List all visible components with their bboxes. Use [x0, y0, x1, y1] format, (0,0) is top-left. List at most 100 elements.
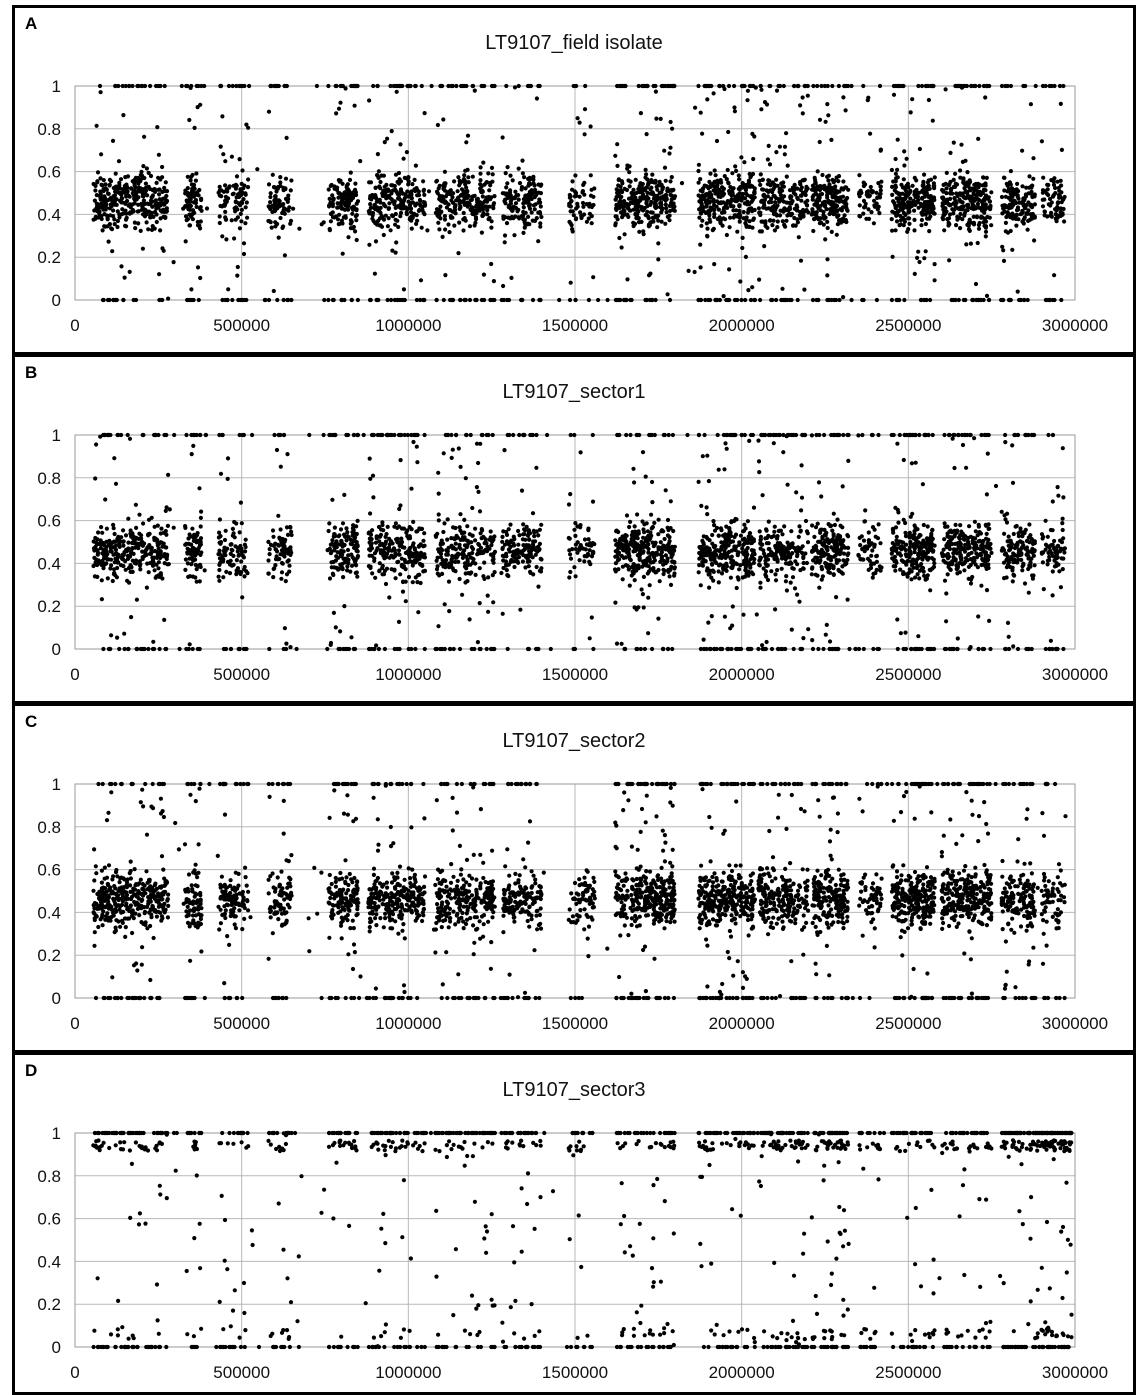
data-point: [376, 175, 381, 180]
data-point: [273, 199, 279, 204]
data-point: [504, 568, 509, 573]
data-point: [399, 564, 404, 569]
data-point: [327, 226, 332, 232]
data-point: [781, 209, 786, 214]
data-point: [141, 198, 146, 203]
data-point: [445, 537, 450, 542]
data-point: [708, 219, 713, 224]
data-point: [223, 159, 228, 164]
data-point: [968, 241, 974, 246]
data-point: [436, 512, 441, 517]
data-point: [532, 218, 538, 223]
data-point: [773, 195, 779, 201]
data-point: [823, 119, 828, 124]
data-point: [197, 579, 202, 584]
data-point: [944, 170, 949, 175]
data-point: [781, 83, 786, 89]
data-point: [392, 524, 397, 529]
data-point: [478, 186, 483, 191]
data-point: [456, 251, 461, 256]
data-point: [974, 297, 979, 303]
data-point: [146, 570, 151, 575]
data-point: [191, 193, 196, 198]
data-point: [626, 196, 632, 201]
data-point: [267, 552, 272, 557]
data-point: [735, 297, 740, 303]
data-point: [697, 215, 702, 220]
data-point: [698, 242, 703, 247]
data-point: [109, 563, 114, 568]
data-point: [458, 512, 463, 517]
data-point: [382, 140, 387, 145]
data-point: [342, 297, 347, 303]
data-point: [395, 297, 400, 303]
data-point: [733, 164, 738, 169]
data-point: [1014, 223, 1019, 228]
data-point: [285, 559, 290, 564]
data-point: [797, 180, 803, 185]
data-point: [331, 572, 336, 578]
data-point: [133, 226, 138, 231]
data-point: [1030, 183, 1035, 188]
data-point: [732, 83, 737, 89]
data-point: [242, 297, 247, 303]
data-point: [225, 476, 230, 481]
data-point: [225, 297, 230, 303]
data-point: [979, 208, 985, 213]
data-point: [932, 278, 937, 283]
data-point: [415, 460, 420, 465]
data-point: [223, 215, 228, 220]
data-point: [932, 175, 937, 180]
data-point: [925, 180, 931, 185]
data-point: [141, 432, 146, 438]
data-point: [836, 213, 841, 218]
data-point: [447, 230, 452, 235]
data-point: [591, 275, 596, 280]
data-point: [653, 200, 658, 205]
data-point: [615, 217, 620, 222]
data-point: [193, 551, 198, 557]
data-point: [371, 495, 376, 500]
data-point: [479, 190, 484, 195]
data-point: [971, 220, 977, 225]
data-point: [193, 557, 198, 562]
data-point: [989, 223, 994, 228]
data-point: [658, 116, 663, 121]
data-point: [285, 297, 290, 303]
data-point: [775, 219, 780, 224]
data-point: [976, 197, 981, 202]
data-point: [575, 116, 580, 121]
data-point: [378, 205, 383, 210]
data-point: [101, 566, 106, 571]
data-point: [101, 646, 106, 652]
data-point: [825, 174, 830, 179]
data-point: [726, 181, 731, 186]
data-point: [277, 201, 282, 206]
data-point: [501, 283, 506, 289]
data-point: [183, 557, 188, 562]
data-point: [1058, 213, 1063, 218]
data-point: [1009, 186, 1015, 191]
data-point: [923, 249, 928, 254]
data-point: [468, 432, 473, 438]
data-point: [668, 145, 673, 150]
data-point: [327, 196, 332, 201]
data-point: [429, 83, 434, 89]
data-point: [811, 83, 816, 89]
data-point: [1062, 194, 1067, 200]
data-point: [811, 228, 816, 234]
data-point: [724, 177, 729, 182]
data-point: [795, 220, 801, 225]
data-point: [804, 203, 810, 208]
data-point: [976, 226, 982, 231]
data-point: [461, 228, 466, 233]
data-point: [439, 561, 444, 566]
data-point: [707, 83, 712, 89]
x-tick-label: 0: [70, 316, 79, 335]
data-point: [481, 272, 486, 277]
data-point: [1015, 193, 1020, 198]
data-point: [243, 192, 248, 197]
data-point: [869, 210, 874, 215]
data-point: [750, 285, 755, 290]
data-point: [433, 646, 438, 652]
